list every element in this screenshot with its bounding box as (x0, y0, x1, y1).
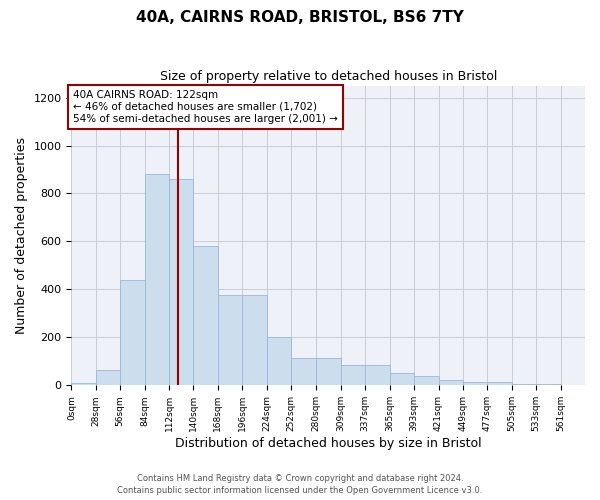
Bar (193, 246, 218, 386)
Bar (365, 365, 389, 386)
Bar (169, 179, 193, 386)
Bar (145, 174, 169, 386)
Bar (512, 384, 536, 386)
Bar (218, 296, 242, 386)
Bar (389, 374, 414, 386)
Bar (71, 383, 96, 386)
Y-axis label: Number of detached properties: Number of detached properties (15, 137, 28, 334)
Bar (463, 382, 487, 386)
Bar (242, 296, 267, 386)
Bar (96, 370, 120, 386)
Text: Contains HM Land Registry data © Crown copyright and database right 2024.
Contai: Contains HM Land Registry data © Crown c… (118, 474, 482, 495)
Bar (536, 384, 560, 386)
Bar (341, 365, 365, 386)
Bar (316, 358, 341, 386)
Text: 40A CAIRNS ROAD: 122sqm
← 46% of detached houses are smaller (1,702)
54% of semi: 40A CAIRNS ROAD: 122sqm ← 46% of detache… (73, 90, 338, 124)
Bar (487, 382, 512, 386)
Bar (439, 380, 463, 386)
Title: Size of property relative to detached houses in Bristol: Size of property relative to detached ho… (160, 70, 497, 83)
Bar (120, 280, 145, 386)
Bar (291, 358, 316, 386)
Text: 40A, CAIRNS ROAD, BRISTOL, BS6 7TY: 40A, CAIRNS ROAD, BRISTOL, BS6 7TY (136, 10, 464, 25)
Bar (414, 376, 439, 386)
X-axis label: Distribution of detached houses by size in Bristol: Distribution of detached houses by size … (175, 437, 482, 450)
Bar (267, 338, 291, 386)
